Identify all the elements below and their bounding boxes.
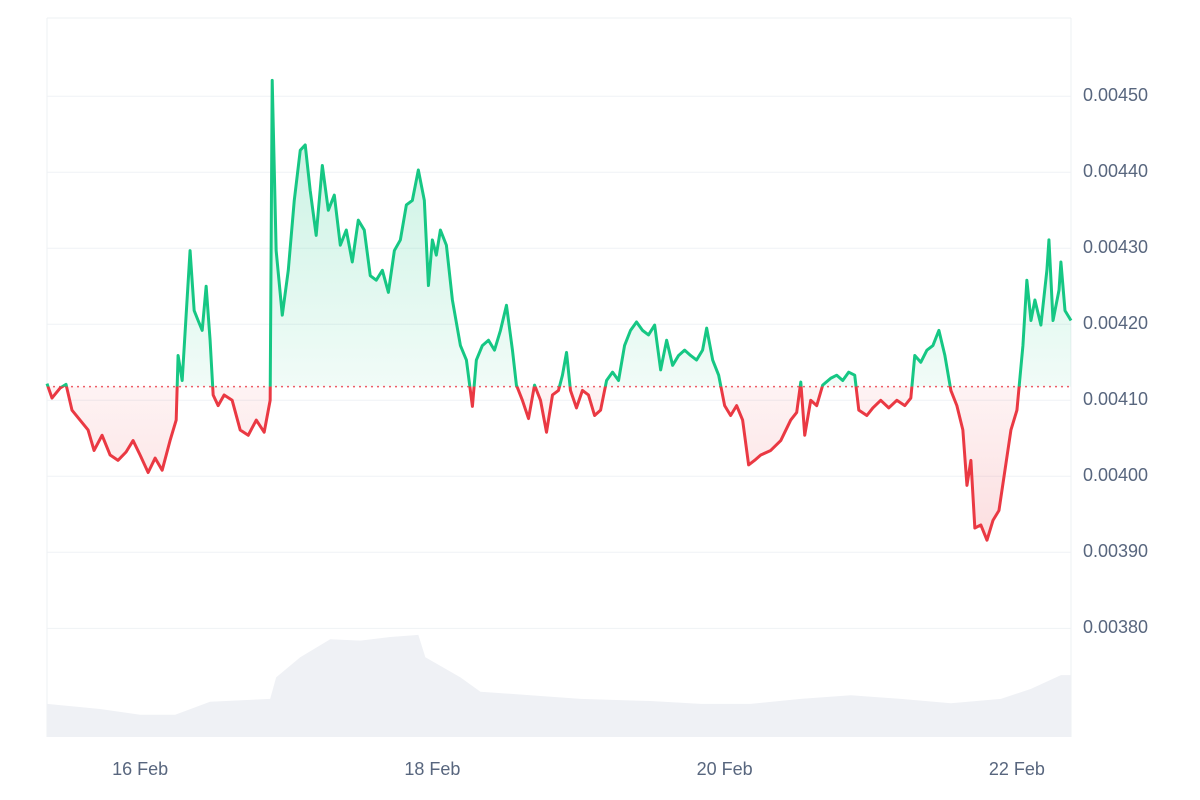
y-tick-label: 0.00390	[1083, 541, 1148, 561]
x-tick-label: 20 Feb	[697, 759, 753, 779]
price-area	[47, 80, 1071, 541]
y-tick-label: 0.00440	[1083, 161, 1148, 181]
y-tick-label: 0.00400	[1083, 465, 1148, 485]
volume-area	[47, 634, 1071, 737]
y-tick-label: 0.00380	[1083, 617, 1148, 637]
y-tick-label: 0.00420	[1083, 313, 1148, 333]
x-tick-label: 18 Feb	[404, 759, 460, 779]
y-tick-label: 0.00450	[1083, 85, 1148, 105]
x-tick-label: 22 Feb	[989, 759, 1045, 779]
y-tick-label: 0.00430	[1083, 237, 1148, 257]
price-line	[45, 78, 1073, 542]
x-tick-label: 16 Feb	[112, 759, 168, 779]
y-tick-label: 0.00410	[1083, 389, 1148, 409]
